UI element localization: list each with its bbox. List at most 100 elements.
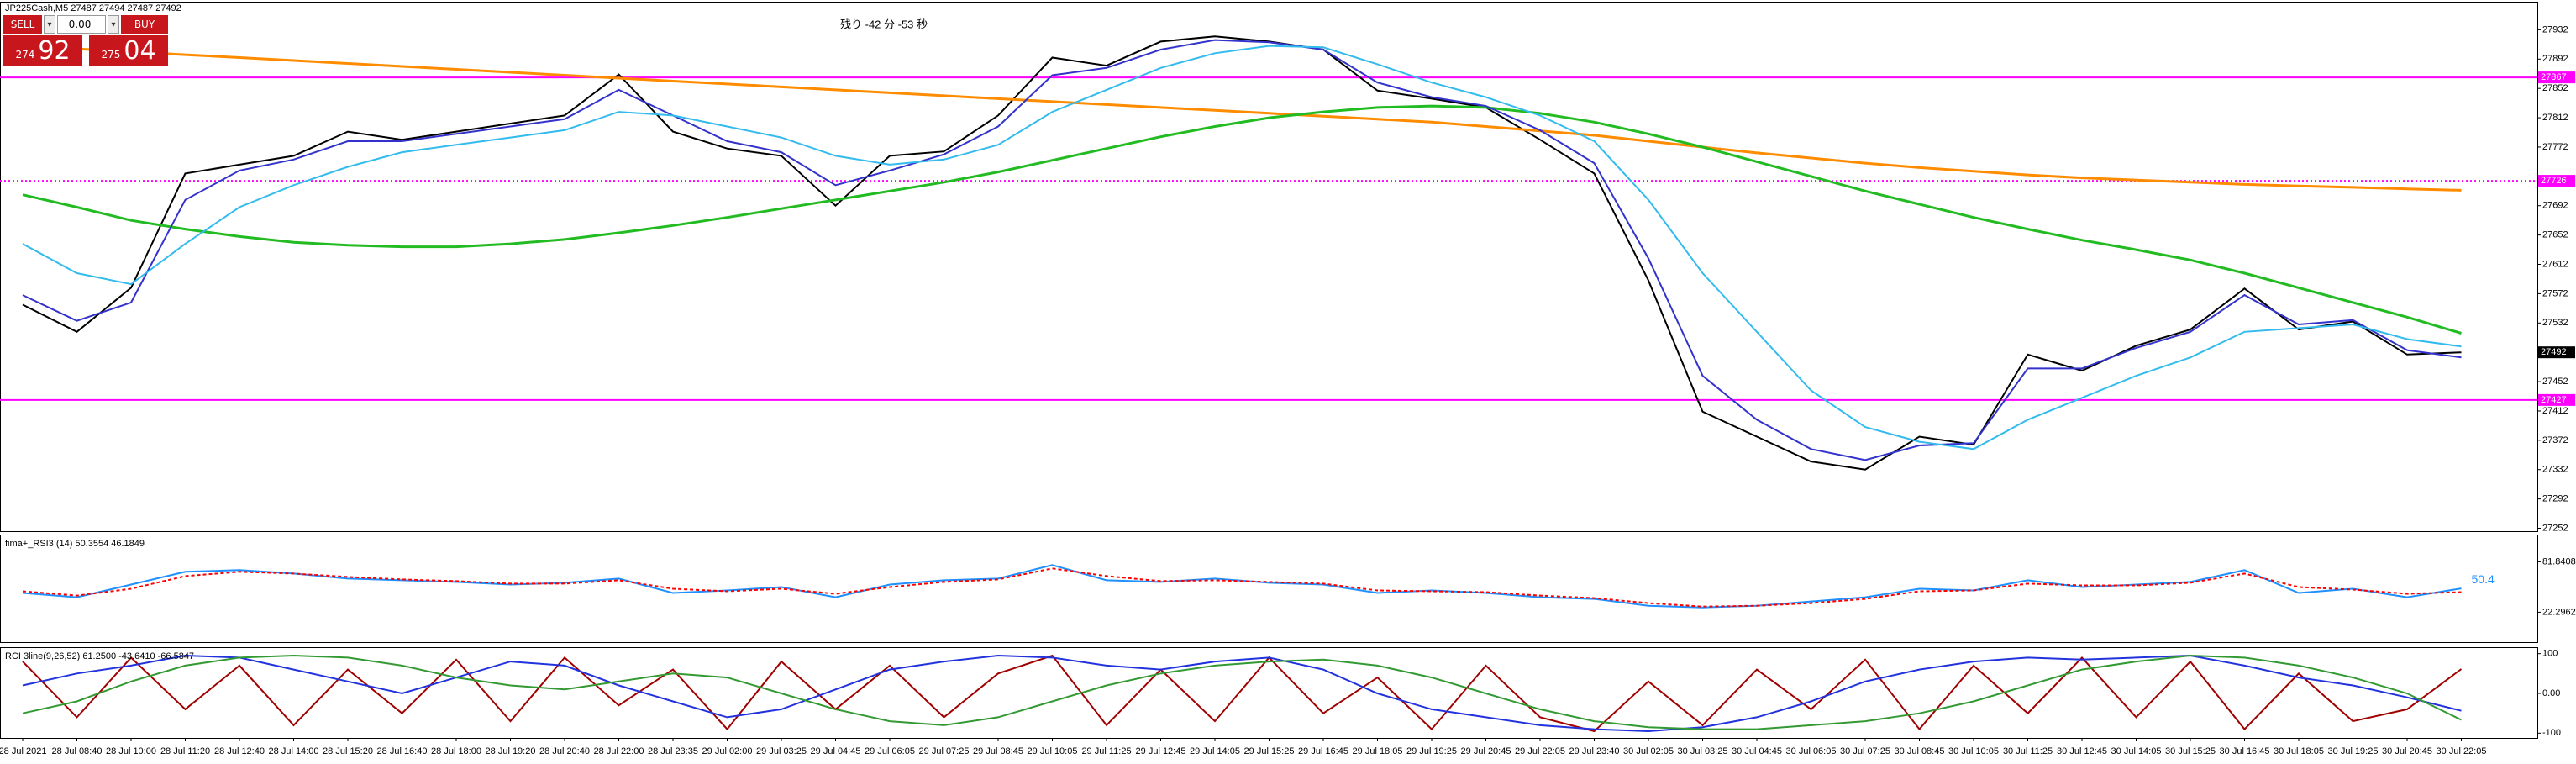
one-click-trading: SELL ▾ 0.00 ▾ BUY 274 92 275 04 <box>3 15 168 67</box>
y-tick-label: 27812 <box>2542 113 2568 123</box>
sell-price-small: 274 <box>15 49 35 61</box>
y-tick-label: 27892 <box>2542 54 2568 64</box>
x-tick-label: 30 Jul 14:05 <box>2111 746 2162 756</box>
x-tick-label: 28 Jul 23:35 <box>648 746 698 756</box>
buy-button[interactable]: BUY <box>121 15 168 34</box>
x-tick-label: 30 Jul 02:05 <box>1623 746 1674 756</box>
x-tick-label: 29 Jul 14:05 <box>1190 746 1240 756</box>
x-tick-label: 29 Jul 08:45 <box>973 746 1023 756</box>
series-line <box>22 39 2462 461</box>
indicator-title: RCI 3line(9,26,52) 61.2500 -43.6410 -66.… <box>5 651 194 661</box>
y-tick-label: 27372 <box>2542 435 2568 445</box>
x-tick-label: 30 Jul 06:05 <box>1786 746 1837 756</box>
y-tick-label: 27772 <box>2542 142 2568 152</box>
x-tick-label: 29 Jul 15:25 <box>1244 746 1295 756</box>
x-tick-label: 30 Jul 10:05 <box>1948 746 1999 756</box>
x-tick-label: 29 Jul 06:05 <box>865 746 915 756</box>
x-tick-label: 28 Jul 18:00 <box>431 746 481 756</box>
x-tick-label: 28 Jul 11:20 <box>160 746 210 756</box>
y-tick-label: 27332 <box>2542 465 2568 475</box>
lot-field[interactable]: 0.00 <box>57 15 106 34</box>
level-label: 27726 <box>2541 176 2567 186</box>
x-tick-label: 28 Jul 15:20 <box>323 746 373 756</box>
sell-button[interactable]: SELL <box>3 15 42 34</box>
y-tick-label: 81.8408 <box>2542 556 2576 566</box>
x-tick-label: 30 Jul 08:45 <box>1895 746 1945 756</box>
x-tick-label: 28 Jul 2021 <box>0 746 46 756</box>
x-tick-label: 30 Jul 12:45 <box>2057 746 2107 756</box>
chart-title: JP225Cash,M5 27487 27494 27487 27492 <box>5 3 181 13</box>
level-label-box <box>2538 175 2575 187</box>
series-line <box>22 654 2462 733</box>
y-tick-label: 27932 <box>2542 24 2568 34</box>
x-tick-label: 30 Jul 03:25 <box>1678 746 1728 756</box>
y-tick-label: 27412 <box>2542 406 2568 416</box>
price-pane <box>0 2 2538 532</box>
x-tick-label: 30 Jul 04:45 <box>1732 746 1782 756</box>
series-line <box>22 45 2462 192</box>
x-tick-label: 28 Jul 08:40 <box>52 746 103 756</box>
sell-price-big: 92 <box>38 36 71 66</box>
series-line <box>22 45 2462 450</box>
x-tick-label: 29 Jul 07:25 <box>919 746 970 756</box>
x-tick-label: 29 Jul 16:45 <box>1298 746 1348 756</box>
rsi-pane <box>0 535 2538 643</box>
x-tick-label: 30 Jul 16:45 <box>2220 746 2270 756</box>
x-tick-label: 30 Jul 22:05 <box>2437 746 2487 756</box>
indicator-title: fima+_RSI3 (14) 50.3554 46.1849 <box>5 539 145 549</box>
x-tick-label: 29 Jul 23:40 <box>1569 746 1620 756</box>
sell-price[interactable]: 274 92 <box>3 35 82 66</box>
y-tick-label: 27572 <box>2542 288 2568 298</box>
series-line <box>22 654 2463 733</box>
x-tick-label: 28 Jul 10:00 <box>106 746 156 756</box>
x-tick-label: 28 Jul 19:20 <box>486 746 536 756</box>
x-tick-label: 29 Jul 03:25 <box>756 746 807 756</box>
series-line <box>22 567 2462 608</box>
x-tick-label: 29 Jul 12:45 <box>1136 746 1186 756</box>
series-line <box>22 35 2462 471</box>
buy-price-big: 04 <box>124 36 156 66</box>
level-label: 27427 <box>2541 395 2567 405</box>
last-value-label: 50.4 <box>2472 572 2495 586</box>
y-tick-label: 22.2962 <box>2542 607 2576 617</box>
y-tick-label: -100 <box>2542 728 2561 738</box>
y-tick-label: 27612 <box>2542 259 2568 269</box>
y-tick-label: 27252 <box>2542 523 2568 533</box>
x-tick-label: 30 Jul 19:25 <box>2328 746 2379 756</box>
y-tick-label: 27292 <box>2542 494 2568 504</box>
buy-price[interactable]: 275 04 <box>89 35 168 66</box>
x-tick-label: 28 Jul 12:40 <box>214 746 265 756</box>
series-line <box>22 654 2462 730</box>
x-tick-label: 29 Jul 22:05 <box>1515 746 1565 756</box>
current-price-label: 27492 <box>2541 347 2567 357</box>
level-label: 27867 <box>2541 72 2567 82</box>
series-line <box>22 104 2462 335</box>
x-tick-label: 30 Jul 07:25 <box>1840 746 1890 756</box>
y-tick-label: 27652 <box>2542 230 2568 240</box>
x-tick-label: 29 Jul 20:45 <box>1461 746 1511 756</box>
x-tick-label: 28 Jul 14:00 <box>269 746 319 756</box>
x-tick-label: 28 Jul 16:40 <box>377 746 428 756</box>
x-tick-label: 30 Jul 11:25 <box>2003 746 2053 756</box>
countdown: 残り -42 分 -53 秒 <box>840 18 928 30</box>
y-tick-label: 27532 <box>2542 318 2568 328</box>
y-tick-label: 27692 <box>2542 201 2568 211</box>
x-tick-label: 29 Jul 18:05 <box>1353 746 1403 756</box>
y-tick-label: 0.00 <box>2542 688 2560 698</box>
x-tick-label: 28 Jul 20:40 <box>539 746 590 756</box>
current-price-box <box>2538 346 2575 359</box>
lot-up[interactable]: ▾ <box>108 15 119 34</box>
x-tick-label: 29 Jul 11:25 <box>1081 746 1131 756</box>
buy-price-small: 275 <box>101 49 121 61</box>
lot-down[interactable]: ▾ <box>44 15 55 34</box>
level-label-box <box>2538 71 2575 84</box>
y-tick-label: 27452 <box>2542 377 2568 387</box>
x-tick-label: 30 Jul 18:05 <box>2274 746 2324 756</box>
x-tick-label: 29 Jul 02:00 <box>702 746 753 756</box>
y-tick-label: 100 <box>2542 649 2558 659</box>
x-tick-label: 30 Jul 15:25 <box>2165 746 2216 756</box>
x-tick-label: 29 Jul 04:45 <box>811 746 861 756</box>
